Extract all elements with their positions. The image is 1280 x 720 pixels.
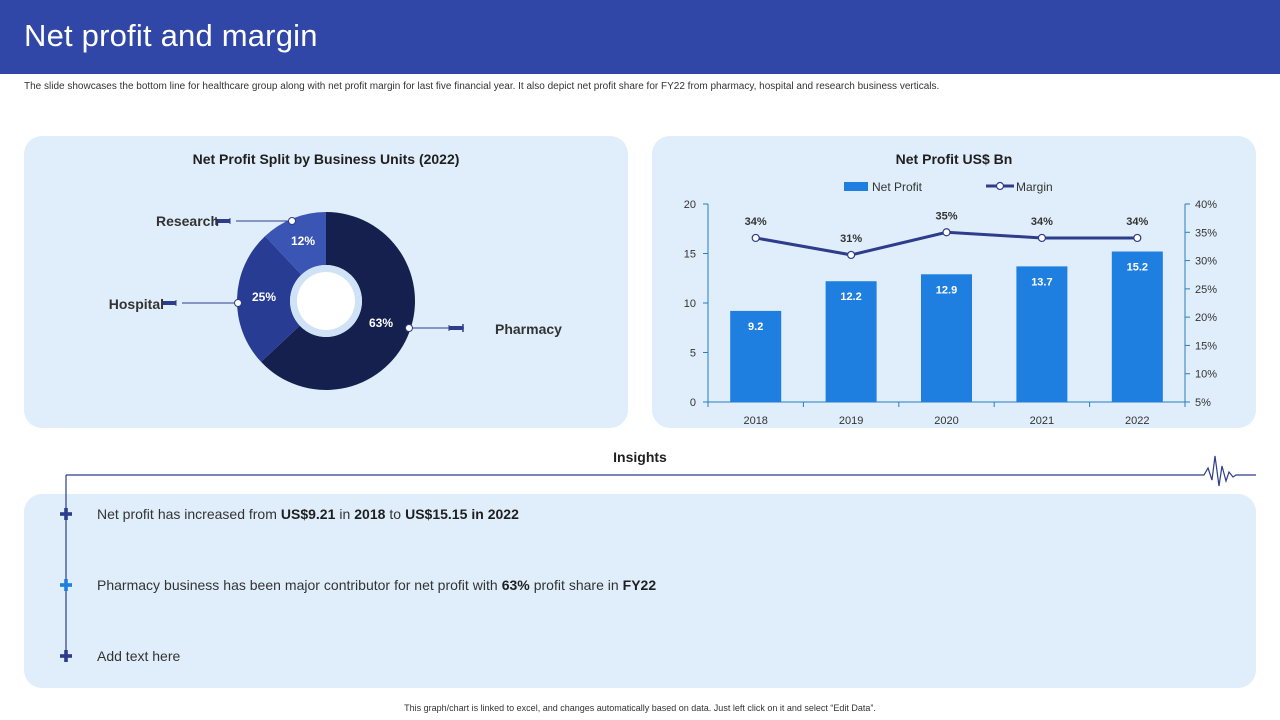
bar-2018	[730, 310, 782, 402]
syringe-icon	[161, 299, 177, 307]
margin-point	[847, 250, 856, 260]
donut-slice-pharmacy	[261, 212, 415, 390]
syringe-icon	[215, 217, 231, 225]
insight-text-segment: in 2022	[471, 506, 519, 522]
margin-point	[1133, 233, 1142, 243]
bar-value-label: 12.9	[936, 284, 957, 296]
margin-value-label: 35%	[935, 210, 957, 222]
insight-item-2: Pharmacy business has been major contributor…	[97, 577, 660, 593]
callout-dot	[288, 217, 296, 225]
donut-value-label: 12%	[291, 234, 315, 248]
x-tick-label: 2018	[743, 415, 767, 427]
slide-header: Net profit and margin	[0, 0, 1280, 74]
insight-text-segment: share in	[568, 577, 619, 593]
insight-text-segment: contributor	[323, 577, 391, 593]
insights-panel	[24, 494, 1256, 688]
donut-category-label: Research	[156, 213, 219, 229]
legend-line-marker	[995, 181, 1005, 191]
margin-value-label: 34%	[1126, 216, 1148, 228]
x-tick-label: 2020	[934, 415, 958, 427]
donut-slice-research	[265, 212, 326, 275]
margin-value-label: 31%	[840, 233, 862, 245]
y2-tick-label: 30%	[1195, 256, 1217, 268]
legend-bar-swatch	[844, 182, 868, 191]
insight-text-segment: US$15.15	[405, 506, 468, 522]
donut-chart: 63% 25% 12% Pharmacy Hospital Research	[109, 212, 562, 390]
y-tick-label: 10	[684, 298, 696, 310]
y2-tick-label: 10%	[1195, 369, 1217, 381]
bar-2021	[1016, 266, 1068, 402]
legend-label: Margin	[1016, 180, 1053, 194]
y-tick-label: 0	[690, 397, 696, 409]
timeline-top-line	[66, 455, 1256, 487]
y-tick-label: 20	[684, 199, 696, 211]
slide-description: The slide showcases the bottom line for …	[24, 81, 940, 92]
y2-tick-label: 15%	[1195, 340, 1217, 352]
insight-text-segment: Net profit	[97, 506, 154, 522]
x-tick-label: 2019	[839, 415, 863, 427]
insight-text-segment: business	[164, 577, 220, 593]
timeline-vertical-line	[60, 494, 72, 662]
insight-text-segment: with	[472, 577, 498, 593]
margin-point	[751, 233, 760, 243]
y2-tick-label: 5%	[1195, 397, 1211, 409]
donut-hole	[297, 272, 355, 330]
donut-chart-title: Net Profit Split by Business Units (2022…	[192, 151, 460, 167]
donut-slice-hospital	[237, 236, 302, 362]
insight-text-segment: has been	[223, 577, 281, 593]
callout-dot	[234, 299, 242, 307]
margin-point	[942, 228, 951, 237]
margin-value-label: 34%	[745, 216, 767, 228]
callout-dot	[405, 324, 413, 332]
x-tick-label: 2021	[1030, 415, 1054, 427]
bar-2019	[825, 281, 877, 402]
donut-value-label: 25%	[252, 290, 276, 304]
insight-text-segment: for net profit	[394, 577, 469, 593]
insight-text-segment: profit	[533, 577, 565, 593]
y2-tick-label: 20%	[1195, 312, 1217, 324]
bar-chart-panel: Net Profit US$ Bn 0 5 10 15 20 5% 10% 15% 20% 25%…	[652, 136, 1256, 428]
plus-icon	[60, 508, 72, 520]
insight-text-segment: FY22	[622, 577, 657, 593]
plus-icon	[60, 650, 72, 662]
bar-chart-title: Net Profit US$ Bn	[895, 151, 1013, 167]
insights-title: Insights	[613, 449, 667, 465]
insight-text-segment: major	[284, 577, 320, 593]
syringe-icon	[448, 324, 464, 332]
margin-point	[1037, 233, 1046, 243]
insight-text-segment: Add text here	[97, 648, 181, 664]
y2-tick-label: 35%	[1195, 227, 1217, 239]
y-tick-label: 15	[684, 249, 696, 261]
legend-label: Net Profit	[872, 180, 923, 194]
margin-value-label: 34%	[1031, 216, 1053, 228]
bar-2020	[921, 274, 972, 402]
donut-category-label: Hospital	[109, 296, 164, 312]
y2-tick-label: 25%	[1195, 284, 1217, 296]
insight-text-segment: in	[339, 506, 351, 522]
bar-value-label: 15.2	[1127, 262, 1148, 274]
y-tick-label: 5	[690, 348, 696, 360]
insight-item-3[interactable]: Add text here	[97, 648, 184, 664]
insight-item-1: Net profit has increased from US$9.21 in 201…	[97, 506, 523, 522]
insight-text-segment: 63%	[501, 577, 530, 593]
plus-icon	[60, 579, 72, 591]
insight-text-segment: has increased from	[157, 506, 277, 522]
donut-chart-panel: Net Profit Split by Business Units (2022…	[24, 136, 628, 428]
x-tick-label: 2022	[1125, 415, 1149, 427]
bar-line-chart: 0 5 10 15 20 5% 10% 15% 20% 25% 30% 35% 40% 9.2 12.2 12…	[684, 180, 1217, 427]
bar-2022	[1111, 251, 1163, 402]
bar-value-label: 9.2	[748, 321, 763, 333]
bar-value-label: 12.2	[840, 291, 861, 303]
page-title: Net profit and margin	[24, 18, 318, 53]
insight-text-segment: 2018	[354, 506, 386, 522]
y2-tick-label: 40%	[1195, 199, 1217, 211]
donut-value-label: 63%	[369, 316, 393, 330]
insight-text-segment: US$9.21	[280, 506, 336, 522]
bar-value-label: 13.7	[1031, 276, 1052, 288]
insight-text-segment: Pharmacy	[97, 577, 161, 593]
insight-text-segment: to	[389, 506, 402, 522]
footer-note: This graph/chart is linked to excel, and…	[404, 703, 876, 713]
donut-category-label: Pharmacy	[495, 321, 562, 337]
